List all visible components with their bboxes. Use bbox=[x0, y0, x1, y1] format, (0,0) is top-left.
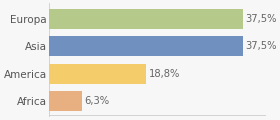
Bar bbox=[49, 9, 242, 29]
Text: 37,5%: 37,5% bbox=[245, 14, 277, 24]
Bar bbox=[49, 64, 146, 84]
Bar bbox=[49, 91, 82, 111]
Text: 37,5%: 37,5% bbox=[245, 41, 277, 51]
Text: 18,8%: 18,8% bbox=[149, 69, 180, 79]
Bar bbox=[49, 36, 242, 56]
Text: 6,3%: 6,3% bbox=[84, 96, 109, 106]
